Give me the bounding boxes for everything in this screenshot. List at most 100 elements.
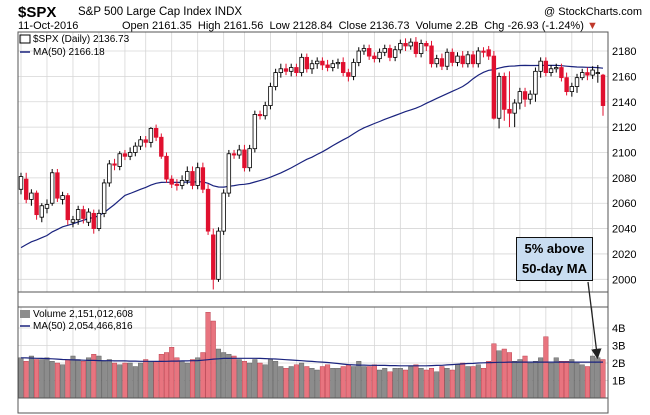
volume-value: 2.2B bbox=[455, 20, 479, 32]
volume-bar bbox=[127, 362, 133, 399]
candle bbox=[564, 77, 569, 93]
volume-bar bbox=[54, 362, 60, 399]
volume-bar bbox=[80, 361, 86, 399]
candle bbox=[55, 172, 60, 199]
volume-bar bbox=[241, 361, 247, 399]
price-tick-label: 2020 bbox=[612, 249, 636, 261]
candle bbox=[590, 69, 595, 76]
candle bbox=[200, 167, 206, 190]
volume-bar bbox=[221, 352, 227, 399]
candle bbox=[377, 51, 382, 60]
annotation-callout: 5% above 50-day MA bbox=[516, 237, 593, 281]
volume-bar bbox=[28, 355, 34, 399]
candle bbox=[44, 204, 50, 209]
candle bbox=[117, 153, 122, 167]
candle bbox=[164, 155, 169, 180]
volume-bar bbox=[382, 368, 388, 399]
candle bbox=[455, 55, 460, 63]
candle bbox=[585, 72, 590, 76]
volume-bar bbox=[569, 359, 575, 399]
candle bbox=[476, 50, 481, 65]
volume-bar bbox=[553, 357, 559, 399]
candle bbox=[366, 48, 372, 57]
high-value: 2161.56 bbox=[223, 20, 264, 32]
candle bbox=[481, 50, 486, 53]
change-label: Chg bbox=[484, 20, 505, 32]
candle bbox=[257, 114, 263, 117]
close-label: Close bbox=[338, 20, 367, 32]
volume-bar bbox=[314, 369, 320, 399]
volume-bar bbox=[319, 366, 325, 399]
volume-bar bbox=[345, 364, 351, 399]
volume-bar bbox=[532, 361, 538, 399]
candle bbox=[356, 50, 361, 63]
volume-ma-line bbox=[20, 357, 603, 367]
volume-bar bbox=[200, 352, 206, 399]
volume-bar bbox=[226, 354, 232, 399]
candle bbox=[96, 212, 102, 229]
price-y-axis: 2000 2020 2040 2060 2080 2100 2120 2140 2160 2180 bbox=[612, 46, 636, 286]
volume-bar bbox=[148, 361, 154, 399]
volume-bar bbox=[257, 362, 263, 399]
volume-bar bbox=[39, 359, 45, 399]
volume-legend-icon bbox=[20, 310, 30, 318]
price-date-strip bbox=[17, 291, 609, 308]
candle bbox=[226, 153, 232, 194]
candle bbox=[304, 56, 310, 70]
candle bbox=[309, 63, 315, 70]
volume-bar bbox=[132, 366, 138, 399]
candle bbox=[554, 67, 559, 70]
candle bbox=[122, 153, 128, 157]
volume-bar bbox=[574, 362, 580, 399]
volume-bar bbox=[267, 359, 273, 399]
open-label: Open bbox=[122, 20, 149, 32]
index-name: S&P 500 Large Cap Index INDX bbox=[78, 6, 243, 18]
candle bbox=[314, 60, 320, 65]
volume-bar bbox=[455, 364, 461, 399]
candle bbox=[346, 72, 351, 77]
candle bbox=[263, 105, 268, 117]
volume-bar bbox=[112, 362, 118, 399]
volume-bar bbox=[460, 362, 466, 399]
candle bbox=[496, 75, 502, 119]
candle bbox=[75, 209, 81, 221]
volume-bar bbox=[538, 357, 544, 399]
candle bbox=[221, 192, 226, 232]
volume-bar bbox=[418, 368, 424, 399]
price-tick-label: 2120 bbox=[612, 122, 636, 134]
change-down-icon: ▼ bbox=[586, 20, 598, 32]
volume-bar bbox=[543, 336, 549, 399]
candle bbox=[450, 51, 455, 63]
candle bbox=[101, 182, 107, 214]
volume-bar bbox=[184, 362, 190, 399]
candle bbox=[107, 163, 112, 184]
volume-bar bbox=[304, 366, 310, 399]
volume-date-strip bbox=[17, 397, 609, 414]
candle bbox=[278, 68, 284, 73]
volume-bar bbox=[377, 369, 383, 399]
candle bbox=[538, 60, 543, 72]
volume-bar bbox=[278, 366, 284, 399]
volume-ma-series bbox=[20, 357, 603, 367]
volume-bar bbox=[434, 371, 440, 399]
candle bbox=[39, 205, 44, 218]
price-tick-label: 2100 bbox=[612, 147, 636, 159]
volume-bar bbox=[491, 343, 497, 399]
volume-bar bbox=[49, 361, 55, 399]
candle bbox=[143, 139, 148, 143]
candle bbox=[49, 172, 55, 204]
close-value: 2136.73 bbox=[369, 20, 410, 32]
candle bbox=[34, 192, 39, 216]
volume-bar bbox=[153, 361, 159, 399]
candle bbox=[522, 91, 528, 100]
volume-bar bbox=[387, 371, 393, 399]
price-tick-label: 2060 bbox=[612, 198, 636, 210]
candle bbox=[335, 62, 341, 65]
volume-bar bbox=[392, 368, 398, 399]
volume-bar bbox=[293, 364, 299, 399]
volume-bar bbox=[548, 362, 554, 399]
candle bbox=[169, 178, 174, 185]
annotation-line-2: 50-day MA bbox=[521, 261, 588, 276]
candle bbox=[133, 145, 138, 153]
volume-bar bbox=[501, 348, 507, 399]
